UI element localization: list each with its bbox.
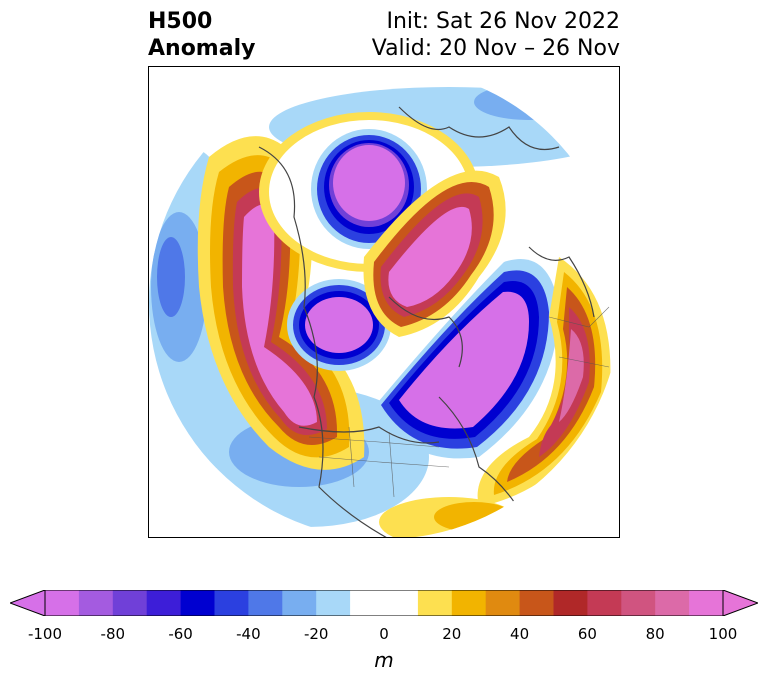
colorbar-cell bbox=[180, 590, 215, 616]
positive-anomaly-west-ridge bbox=[197, 136, 365, 470]
coastlines bbox=[258, 106, 595, 537]
colorbar-tick-label: 80 bbox=[645, 625, 665, 643]
colorbar-tick-label: -60 bbox=[168, 625, 193, 643]
colorbar-tick-label: 100 bbox=[708, 625, 738, 643]
valid-range: Valid: 20 Nov – 26 Nov bbox=[371, 36, 620, 61]
colorbar-cell bbox=[350, 590, 385, 616]
colorbar-tick-label: -20 bbox=[303, 625, 329, 643]
colorbar-unit: m bbox=[374, 648, 394, 672]
colorbar-extend-right bbox=[722, 590, 758, 616]
colorbar-cell bbox=[45, 590, 80, 616]
colorbar-cell bbox=[248, 590, 283, 616]
colorbar-cell bbox=[553, 590, 588, 616]
title-line-1: H500 bbox=[148, 9, 213, 34]
colorbar-cell bbox=[146, 590, 182, 616]
colorbar-cell bbox=[316, 590, 351, 616]
colorbar-tick-label: 40 bbox=[510, 625, 530, 643]
colorbar-cell bbox=[78, 590, 114, 616]
negative-anomaly-atlantic-low bbox=[374, 259, 559, 459]
valid-period: Init: Sat 26 Nov 2022 Valid: 20 Nov – 26… bbox=[372, 8, 620, 62]
colorbar-cell bbox=[485, 590, 521, 616]
negative-anomaly-central-low bbox=[287, 279, 391, 371]
colorbar-tick-label: 0 bbox=[379, 625, 389, 643]
colorbar-extend-left bbox=[10, 590, 46, 616]
colorbar-tick-label: -100 bbox=[27, 625, 63, 643]
colorbar-tick-label: -40 bbox=[236, 625, 261, 643]
colorbar-cell bbox=[587, 590, 622, 616]
colorbar-cell bbox=[519, 590, 554, 616]
colorbar-cell bbox=[112, 590, 148, 616]
positive-anomaly-southeast bbox=[379, 497, 519, 537]
anomaly-map bbox=[148, 66, 620, 538]
political-borders bbox=[308, 306, 610, 498]
anomaly-map-graphic bbox=[149, 84, 619, 537]
init-date: Init: Sat 26 Nov 2022 bbox=[386, 9, 620, 34]
colorbar-cell bbox=[655, 590, 690, 616]
colorbar bbox=[10, 590, 758, 616]
colorbar-tick-label: 60 bbox=[577, 625, 597, 643]
colorbar-cell bbox=[417, 590, 453, 616]
colorbar-cell bbox=[214, 590, 249, 616]
colorbar-cell bbox=[451, 590, 487, 616]
colorbar-cell bbox=[689, 590, 724, 616]
title-line-2: Anomaly bbox=[148, 36, 256, 61]
colorbar-cell bbox=[621, 590, 656, 616]
colorbar-cell bbox=[384, 590, 419, 616]
colorbar-cell bbox=[282, 590, 317, 616]
negative-anomaly-north-trough bbox=[259, 112, 479, 272]
positive-anomaly-central-ridge bbox=[363, 170, 506, 337]
colorbar-tick-label: -80 bbox=[100, 625, 126, 643]
colorbar-outline bbox=[44, 590, 724, 616]
map-title: H500 Anomaly bbox=[148, 8, 255, 62]
colorbar-tick-label: 20 bbox=[442, 625, 462, 643]
